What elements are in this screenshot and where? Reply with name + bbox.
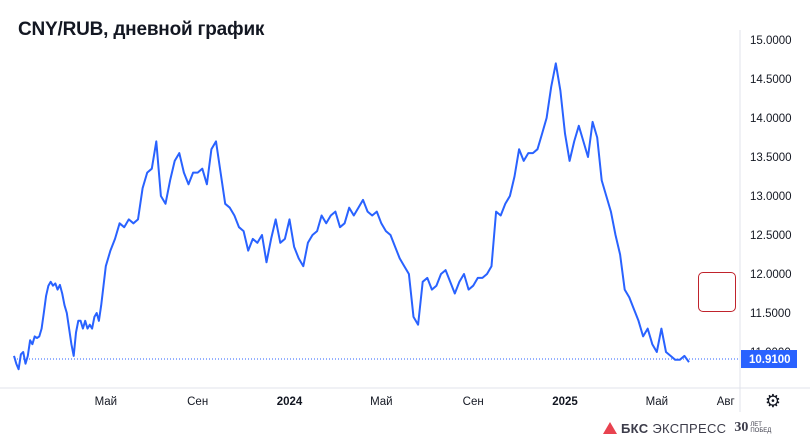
price-tick-label: 14.0000 (750, 113, 792, 125)
time-tick-label: Сен (463, 396, 484, 408)
brand-name-rest: ЭКСПРЕСС (652, 420, 727, 436)
highlight-marker (698, 272, 736, 312)
price-tick-label: 14.5000 (750, 74, 792, 86)
anniversary-number: 30 (734, 420, 749, 435)
last-price-badge: 10.9100 (741, 350, 797, 369)
last-price-badge-bg (741, 350, 797, 369)
time-tick-label: Май (370, 396, 393, 408)
time-axis: Май Сен 2024 Май Сен 2025 Май Авг (95, 396, 735, 408)
price-tick-label: 13.0000 (750, 191, 792, 203)
time-tick-label: 2025 (552, 396, 578, 408)
time-tick-label: Май (646, 396, 669, 408)
price-series-line (13, 62, 690, 371)
time-tick-label: Май (95, 396, 118, 408)
price-tick-label: 12.5000 (750, 230, 792, 242)
brand-name-bold: БКС (621, 420, 649, 436)
price-tick-label: 12.0000 (750, 269, 792, 281)
last-price-label: 10.9100 (749, 354, 791, 366)
price-axis: 15.0000 14.5000 14.0000 13.5000 13.0000 12.50… (750, 35, 792, 359)
time-tick-label: Авг (717, 396, 735, 408)
plot-area (13, 62, 740, 371)
time-tick-label: 2024 (277, 396, 303, 408)
time-tick-label: Сен (187, 396, 208, 408)
brand-triangle-icon (603, 422, 617, 434)
price-tick-label: 15.0000 (750, 35, 792, 47)
price-tick-label: 13.5000 (750, 152, 792, 164)
settings-gear-icon[interactable]: ⚙ (764, 391, 782, 411)
chart-title: CNY/RUB, дневной график (18, 19, 265, 40)
price-tick-label: 11.5000 (750, 308, 791, 320)
anniversary-subtitle: ЛЕТ ПОБЕД (750, 422, 772, 434)
brand-logo: БКС ЭКСПРЕСС 30 ЛЕТ ПОБЕД (603, 418, 772, 438)
